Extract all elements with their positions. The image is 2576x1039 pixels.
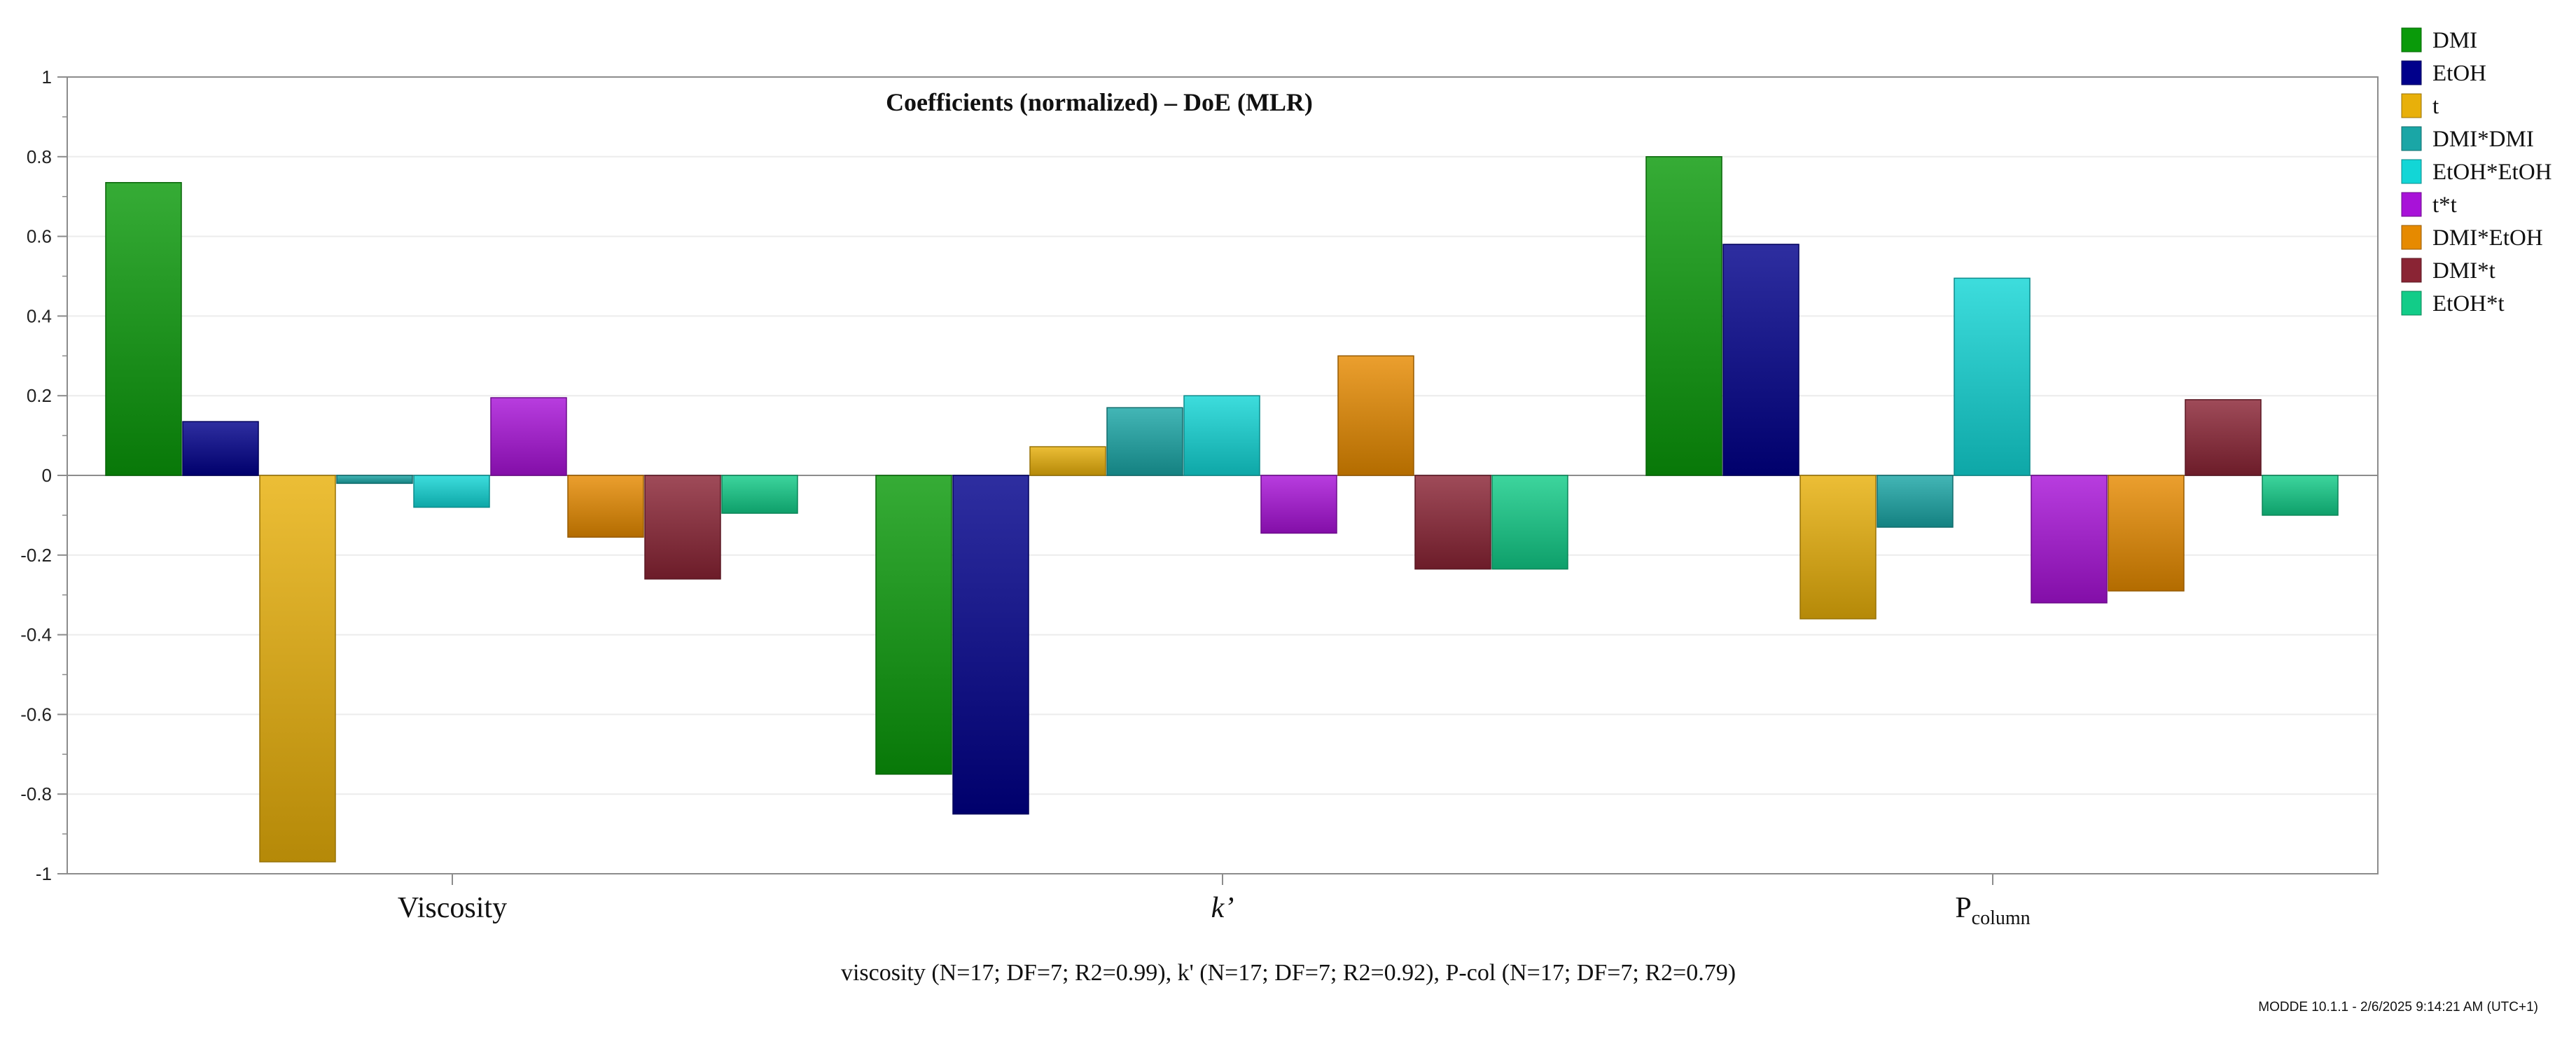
gridlines [67, 155, 2378, 795]
model-stats-footer: viscosity (N=17; DF=7; R2=0.99), k' (N=1… [841, 960, 1736, 986]
bar-p-column-txt [2031, 475, 2108, 604]
legend-label-etohxt: EtOH*t [2432, 291, 2505, 316]
bar-k-prime-etohxetoh [1183, 395, 1260, 476]
y-tick-label: 0.8 [27, 146, 52, 167]
category-label-text: P [1955, 892, 1971, 924]
bars [105, 156, 2339, 863]
bar-p-column-dmixetoh [2108, 475, 2185, 592]
category-label-subscript: column [1972, 907, 2031, 929]
y-tick-label: -0.6 [20, 704, 52, 725]
legend-swatch-dmi [2401, 27, 2422, 53]
bar-p-column-etohxetoh [1954, 277, 2031, 476]
y-tick-label: -0.4 [20, 625, 52, 646]
bar-viscosity-dmixdmi [336, 475, 413, 484]
x-axis-categories: Viscosity k’ Pcolumn [398, 874, 2031, 929]
bar-k-prime-dmixdmi [1106, 407, 1183, 476]
legend-swatch-dmixt [2401, 258, 2422, 283]
bar-viscosity-dmixt [644, 475, 721, 580]
bar-viscosity-etoh [182, 421, 259, 476]
y-tick-label: 0.4 [27, 305, 52, 326]
chart-title: Coefficients (normalized) – DoE (MLR) [886, 88, 1313, 116]
category-label-text: k’ [1211, 892, 1234, 924]
bar-k-prime-txt [1260, 475, 1337, 534]
legend-label-t: t [2432, 94, 2439, 119]
legend-label-etohxetoh: EtOH*EtOH [2432, 160, 2551, 185]
software-version-stamp: MODDE 10.1.1 - 2/6/2025 9:14:21 AM (UTC+… [2258, 1000, 2538, 1014]
bar-p-column-t [1799, 475, 1877, 620]
legend-swatch-etohxetoh [2401, 159, 2422, 184]
bar-viscosity-etohxt [721, 475, 798, 514]
bar-viscosity-dmi [105, 182, 182, 476]
y-tick-label: 0.2 [27, 385, 52, 406]
category-label: Viscosity [398, 892, 507, 924]
bar-viscosity-t [259, 475, 336, 863]
y-tick-label: 1 [42, 67, 52, 88]
legend-swatch-etoh [2401, 60, 2422, 85]
bar-k-prime-dmixetoh [1337, 355, 1414, 476]
legend-label-dmixt: DMI*t [2432, 258, 2495, 284]
legend-swatch-txt [2401, 192, 2422, 217]
legend-swatch-etohxt [2401, 291, 2422, 316]
category-label-text: Viscosity [398, 892, 507, 924]
bar-viscosity-dmixetoh [567, 475, 644, 538]
legend-label-dmi: DMI [2432, 28, 2477, 53]
y-tick-label: -1 [36, 863, 52, 884]
bar-viscosity-txt [490, 397, 567, 476]
legend: DMI EtOH t DMI*DMI EtOH*EtOH t*t DMI*EtOH DMI*t… [2401, 27, 2551, 316]
bar-k-prime-etohxt [1491, 475, 1568, 570]
bar-k-prime-t [1029, 446, 1106, 476]
bar-k-prime-dmi [875, 475, 952, 775]
bar-p-column-etoh [1722, 244, 1799, 476]
y-axis-ticks: 1 0.8 0.6 0.4 0.2 0 -0.2 -0.4 -0.6 -0.8 -1 [20, 67, 67, 884]
legend-swatch-t [2401, 93, 2422, 118]
bar-p-column-dmi [1645, 156, 1722, 476]
bar-viscosity-etohxetoh [413, 475, 490, 508]
category-label: k’ [1211, 892, 1234, 924]
legend-label-txt: t*t [2432, 193, 2457, 218]
y-tick-label: -0.8 [20, 783, 52, 804]
y-tick-label: 0.6 [27, 226, 52, 247]
legend-label-dmixetoh: DMI*EtOH [2432, 225, 2543, 251]
bar-k-prime-dmixt [1414, 475, 1491, 570]
y-tick-label: -0.2 [20, 545, 52, 566]
bar-p-column-dmixdmi [1877, 475, 1954, 528]
legend-label-etoh: EtOH [2432, 61, 2486, 86]
category-label: Pcolumn [1955, 892, 2030, 929]
bar-p-column-dmixt [2185, 399, 2262, 476]
y-tick-label: 0 [42, 465, 52, 486]
legend-swatch-dmixdmi [2401, 126, 2422, 151]
legend-swatch-dmixetoh [2401, 225, 2422, 250]
bar-p-column-etohxt [2262, 475, 2339, 516]
bar-k-prime-etoh [952, 475, 1029, 815]
legend-label-dmixdmi: DMI*DMI [2432, 127, 2534, 152]
